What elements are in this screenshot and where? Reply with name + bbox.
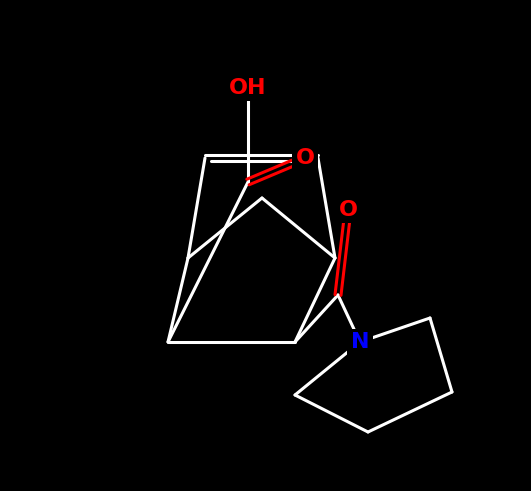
Text: OH: OH [229, 78, 267, 98]
Text: O: O [338, 200, 357, 220]
Text: O: O [295, 148, 314, 168]
Text: N: N [351, 332, 369, 352]
